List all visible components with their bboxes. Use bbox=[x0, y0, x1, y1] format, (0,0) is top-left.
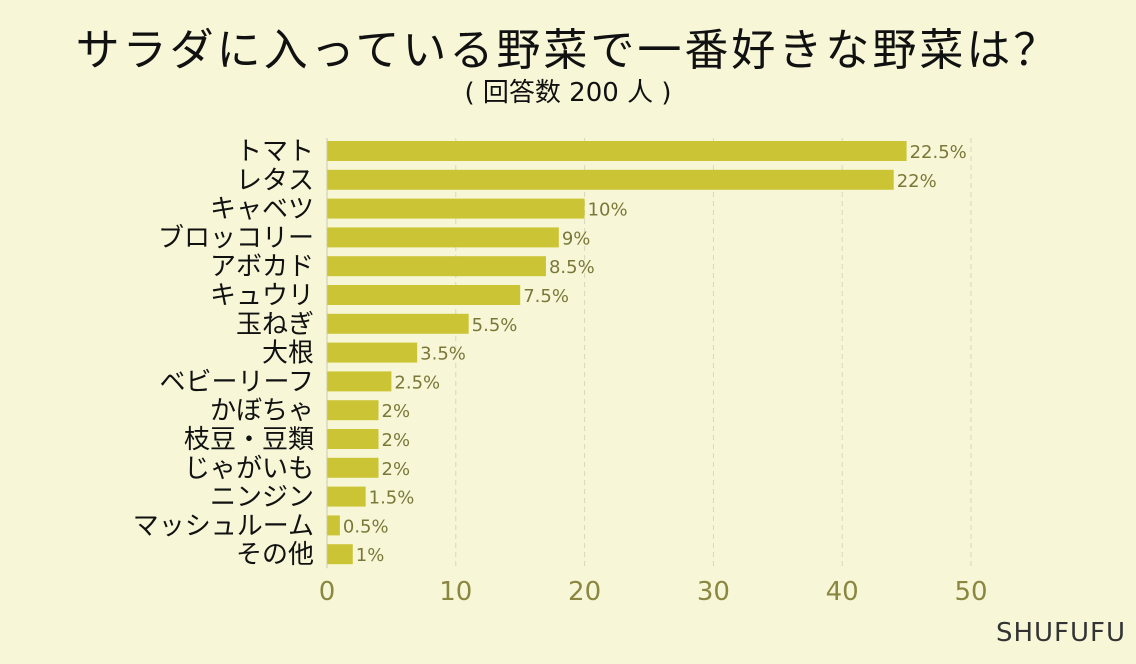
category-label: ブロッコリー bbox=[158, 223, 314, 253]
category-label: 大根 bbox=[262, 339, 314, 369]
data-label: 1.5% bbox=[369, 488, 415, 509]
bar bbox=[327, 457, 379, 478]
data-label: 7.5% bbox=[523, 286, 569, 307]
data-label: 2% bbox=[382, 430, 411, 451]
category-label: キュウリ bbox=[210, 281, 314, 311]
chart-subtitle: ( 回答数 200 人 ) bbox=[464, 78, 672, 108]
category-label: じゃがいも bbox=[184, 454, 314, 484]
category-label: トマト bbox=[236, 137, 314, 167]
bar bbox=[327, 515, 340, 536]
category-label: その他 bbox=[236, 540, 314, 570]
data-label: 8.5% bbox=[549, 257, 595, 278]
bar bbox=[327, 429, 379, 449]
x-tick-label: 40 bbox=[826, 577, 859, 607]
x-tick-label: 10 bbox=[439, 577, 472, 607]
data-label: 10% bbox=[588, 200, 628, 221]
data-label: 1% bbox=[356, 545, 385, 566]
bar bbox=[327, 544, 353, 565]
data-label: 9% bbox=[562, 228, 591, 249]
bar bbox=[327, 227, 559, 248]
category-label: ベビーリーフ bbox=[160, 367, 314, 397]
label-layer: トマト 22.5% レタス 22% キャベツ 10% ブロッコリー 9% アボカド 8.5% キュウ… bbox=[133, 137, 967, 570]
data-label: 3.5% bbox=[420, 344, 466, 365]
category-label: 玉ねぎ bbox=[236, 310, 314, 340]
category-label: キャベツ bbox=[210, 195, 314, 225]
x-tick-label: 0 bbox=[319, 577, 336, 607]
bar bbox=[327, 486, 366, 507]
x-tick-label: 30 bbox=[697, 577, 730, 607]
chart-title: サラダに入っている野菜で一番好きな野菜は？ bbox=[75, 25, 1061, 76]
brand-logo: SHUFUFU bbox=[995, 618, 1126, 648]
data-label: 2% bbox=[382, 401, 411, 422]
bar bbox=[327, 371, 392, 392]
bar bbox=[327, 313, 469, 334]
data-label: 2% bbox=[382, 459, 411, 480]
x-tick-label: 50 bbox=[954, 577, 987, 607]
category-label: アボカド bbox=[210, 252, 314, 282]
data-label: 5.5% bbox=[472, 315, 518, 336]
bar bbox=[327, 141, 907, 161]
data-label: 22.5% bbox=[910, 142, 967, 163]
category-label: 枝豆・豆類 bbox=[184, 425, 314, 455]
data-label: 22% bbox=[897, 171, 937, 192]
bar bbox=[327, 342, 418, 363]
data-label: 0.5% bbox=[343, 516, 389, 537]
category-label: ニンジン bbox=[210, 483, 314, 513]
category-label: マッシュルーム bbox=[133, 511, 314, 541]
axis-layer: 0 10 20 30 40 50 bbox=[319, 138, 988, 607]
x-tick-label: 20 bbox=[568, 577, 601, 607]
bar bbox=[327, 400, 379, 421]
category-label: レタス bbox=[236, 166, 314, 196]
bar bbox=[327, 169, 894, 190]
bar bbox=[327, 285, 521, 305]
bar-layer bbox=[327, 141, 907, 565]
bar bbox=[327, 198, 585, 219]
data-label: 2.5% bbox=[394, 372, 440, 393]
category-label: かぼちゃ bbox=[210, 396, 314, 426]
bar bbox=[327, 256, 546, 277]
